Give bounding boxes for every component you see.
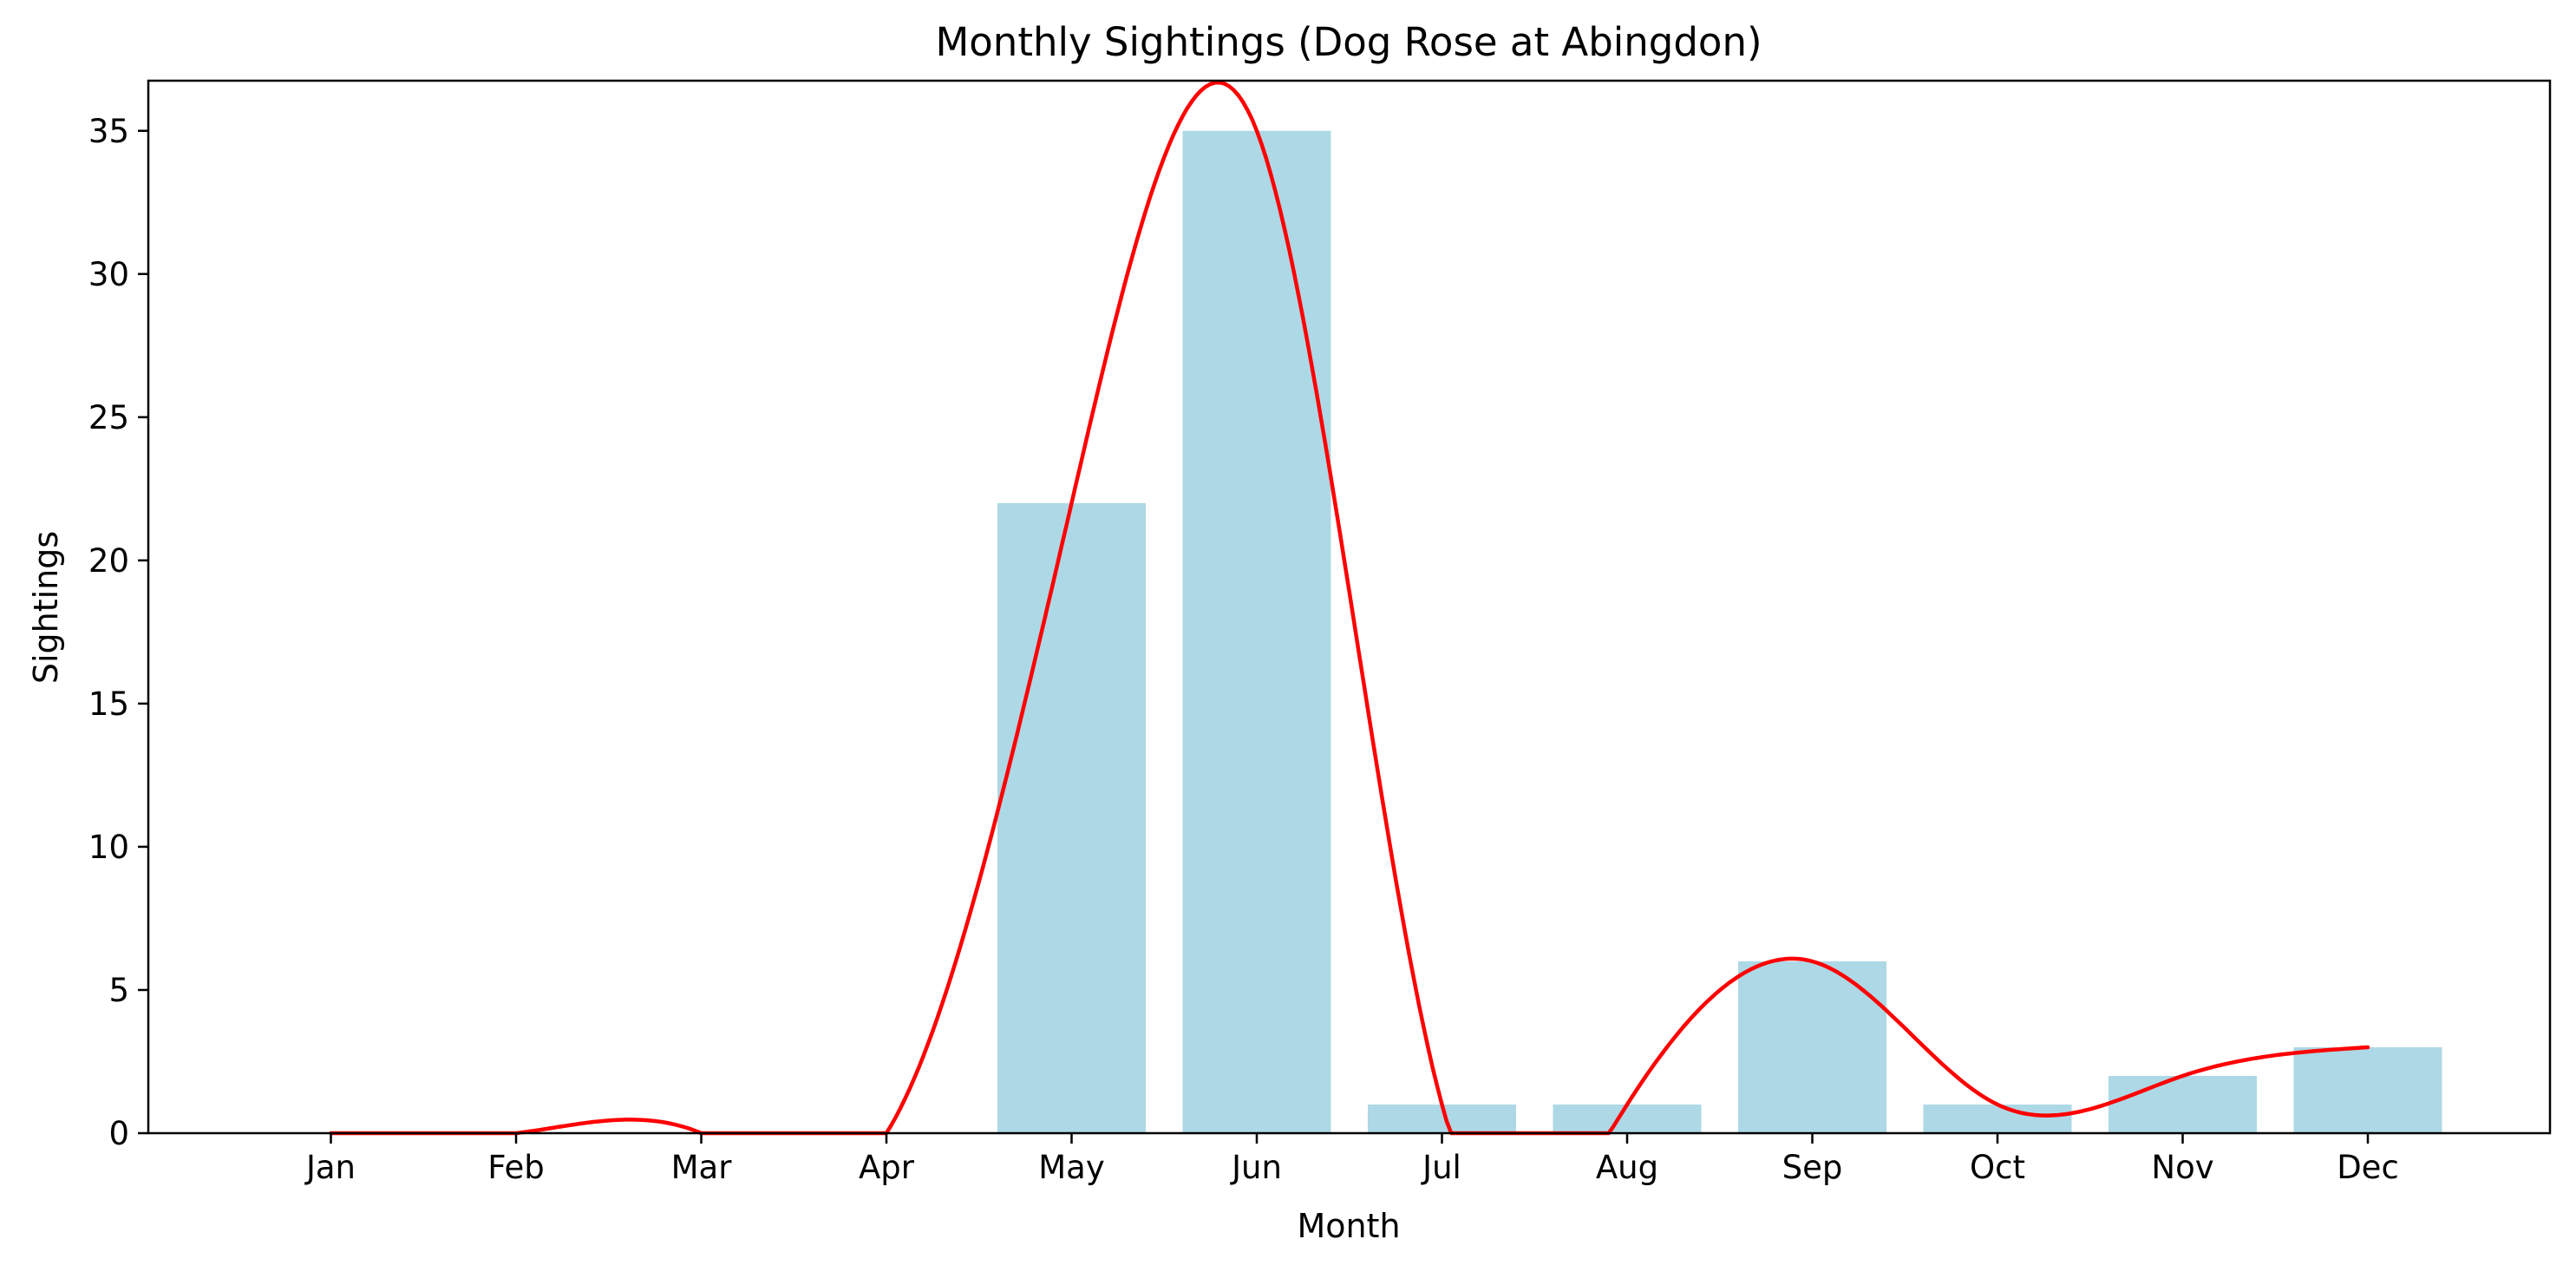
y-tick-label: 10 xyxy=(88,829,129,866)
y-tick-label: 20 xyxy=(88,542,129,580)
x-tick-label: Nov xyxy=(2151,1149,2213,1186)
x-tick-label: Apr xyxy=(859,1149,915,1186)
trend-line xyxy=(329,80,2370,1136)
chart-title: Monthly Sightings (Dog Rose at Abingdon) xyxy=(935,19,1762,65)
plot-frame xyxy=(147,79,2552,1135)
y-tick-label: 30 xyxy=(88,256,129,293)
x-tick-label: Feb xyxy=(487,1149,545,1186)
bar-dec xyxy=(2293,1046,2442,1133)
x-tick-label: Jun xyxy=(1230,1149,1282,1186)
bars-group xyxy=(997,130,2442,1133)
bar-jun xyxy=(1182,130,1331,1133)
bar-may xyxy=(997,502,1146,1133)
x-tick-label: Sep xyxy=(1782,1149,1843,1186)
x-tick-label: Aug xyxy=(1596,1149,1658,1186)
bar-sep xyxy=(1738,961,1886,1133)
trend-line-group xyxy=(329,80,2370,1136)
bar-aug xyxy=(1553,1104,1702,1133)
bar-nov xyxy=(2109,1075,2257,1133)
bar-oct xyxy=(1923,1104,2072,1133)
y-axis-title: Sightings xyxy=(27,531,65,684)
y-tick-label: 0 xyxy=(108,1115,129,1152)
x-tick-label: Jan xyxy=(304,1149,356,1186)
y-axis: 0 5 10 15 20 25 30 35 xyxy=(88,113,148,1152)
x-axis: Jan Feb Mar Apr May Jun Jul Aug Sep Oct Nov Dec xyxy=(304,1133,2399,1186)
y-tick-label: 35 xyxy=(88,113,129,150)
x-tick-label: Jul xyxy=(1421,1149,1461,1186)
x-tick-label: Dec xyxy=(2337,1149,2399,1186)
x-tick-label: Mar xyxy=(671,1149,733,1186)
x-tick-label: May xyxy=(1038,1149,1105,1186)
y-tick-label: 15 xyxy=(88,685,129,723)
x-axis-title: Month xyxy=(1297,1207,1400,1245)
y-tick-label: 25 xyxy=(88,399,129,436)
x-tick-label: Oct xyxy=(1970,1149,2025,1186)
y-tick-label: 5 xyxy=(108,972,129,1009)
